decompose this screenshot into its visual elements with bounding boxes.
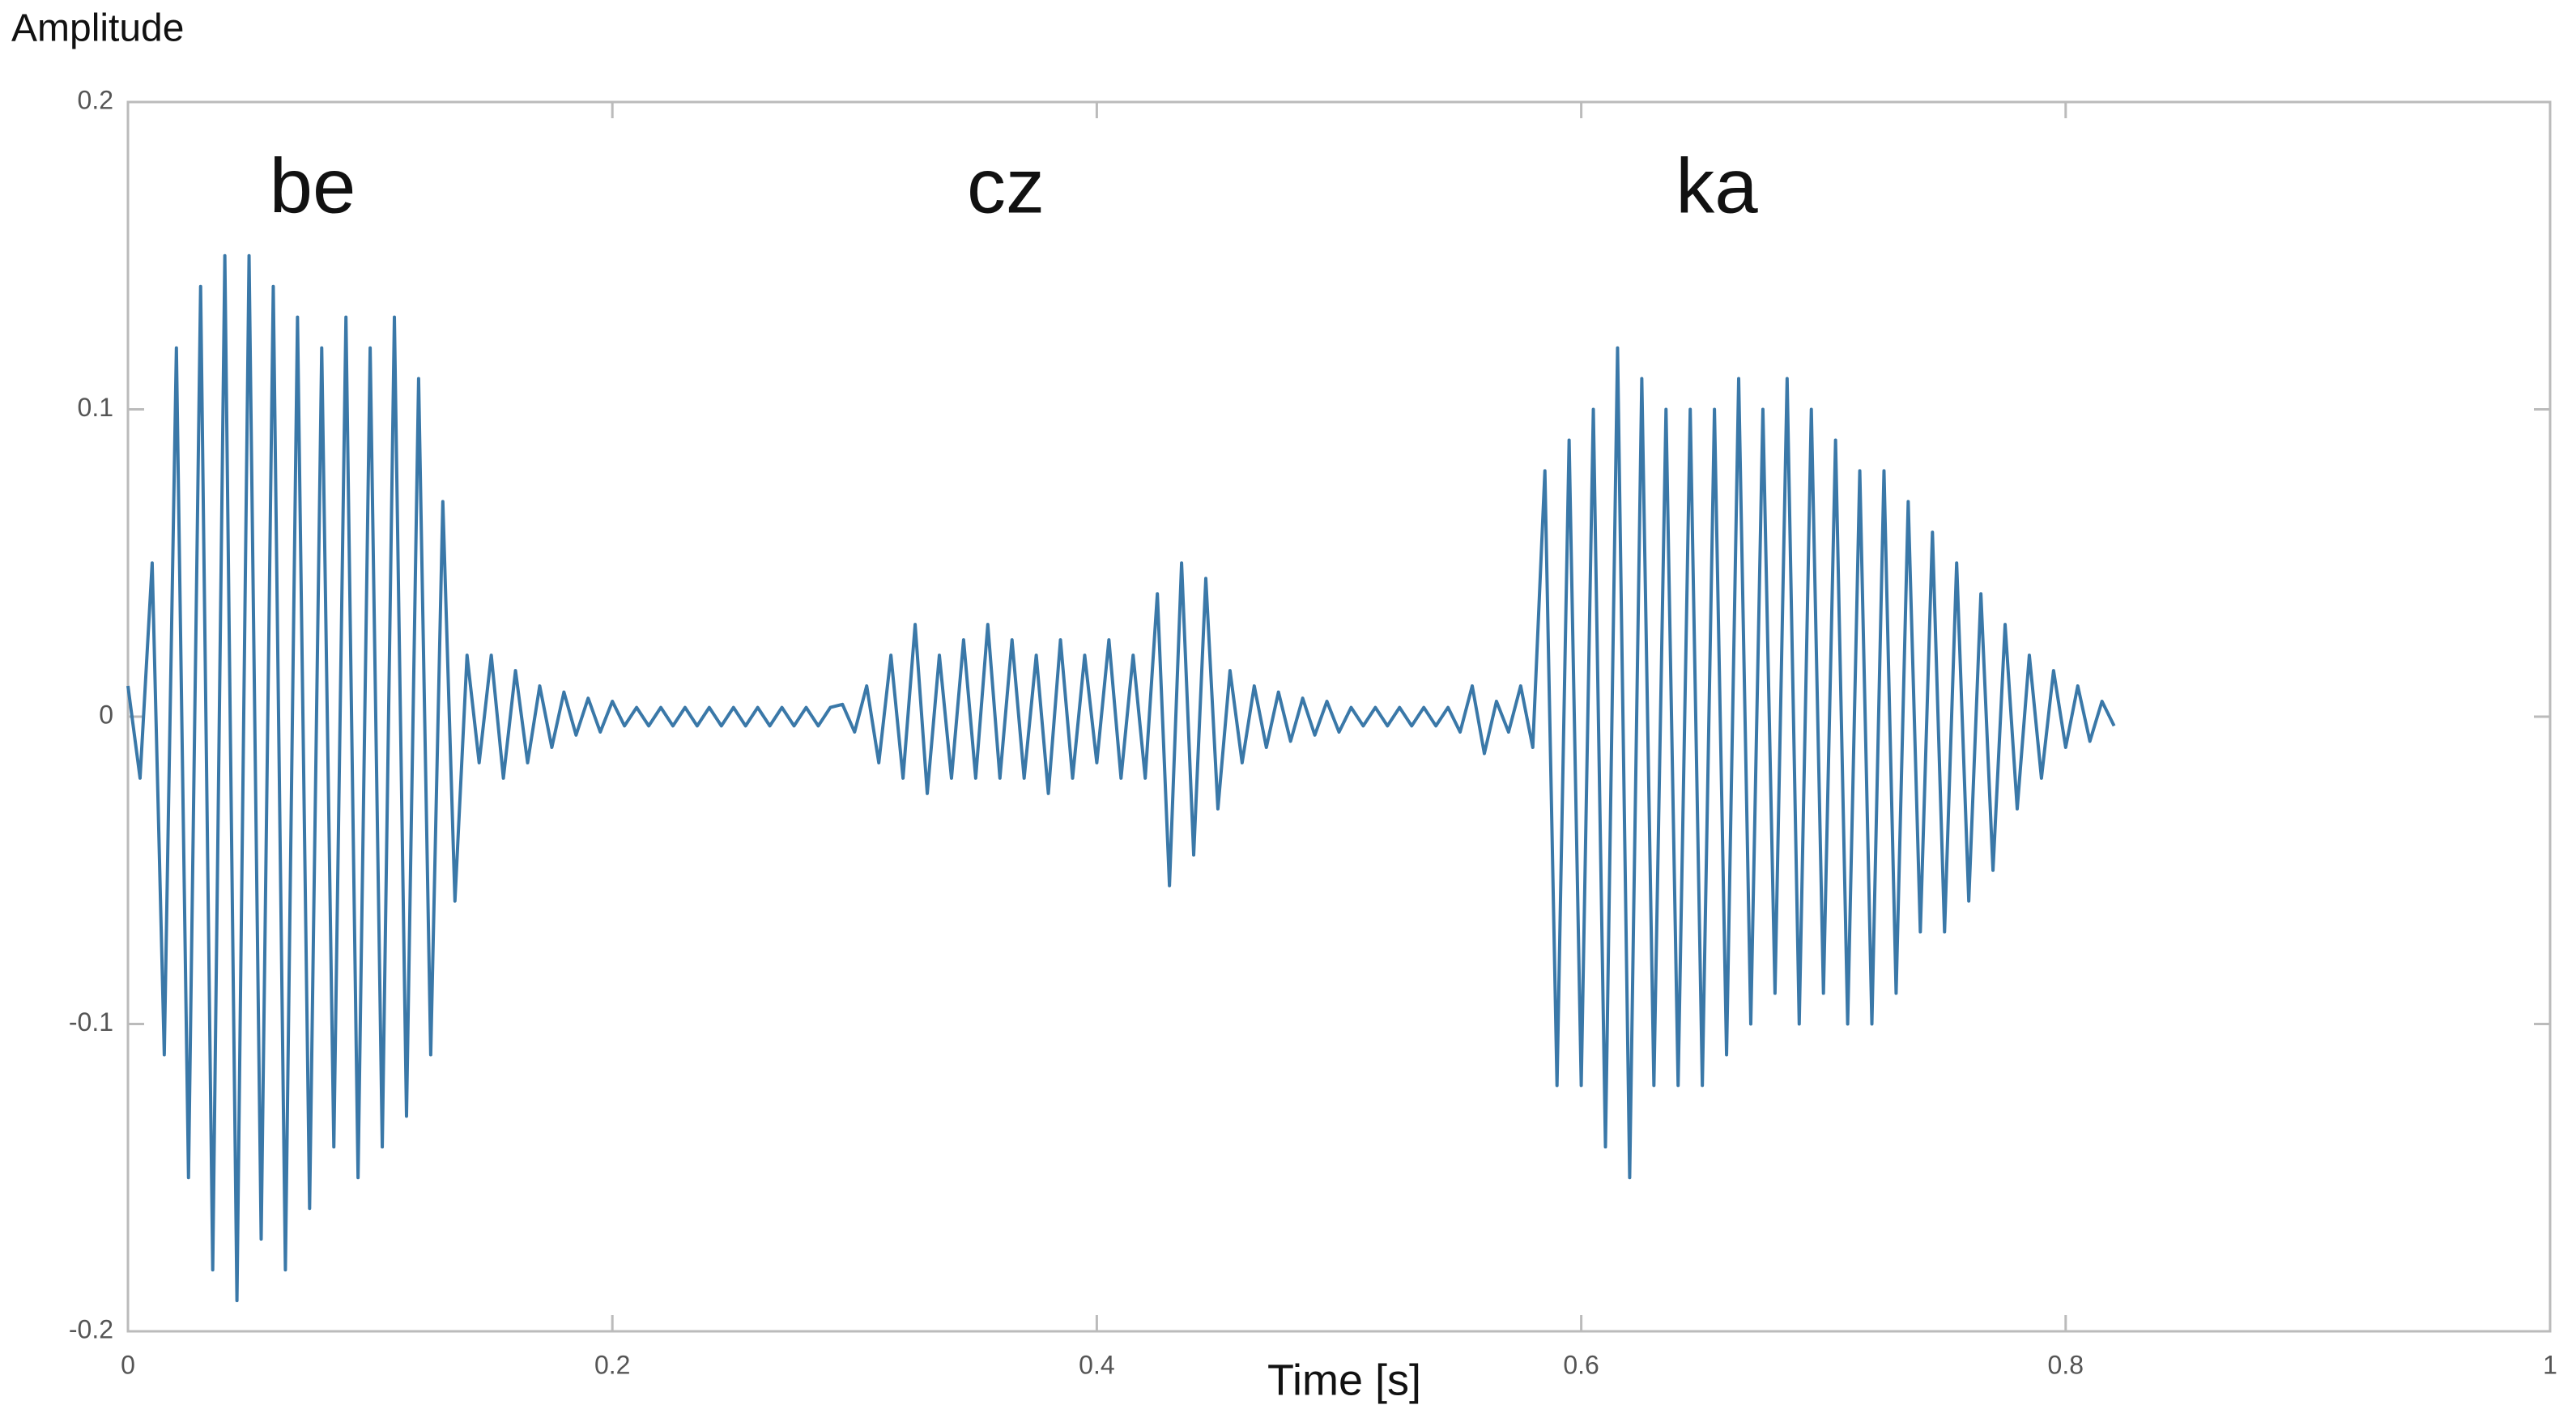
x-axis-label: Time [s] bbox=[1267, 1356, 1421, 1404]
plot-frame bbox=[126, 100, 2552, 1333]
y-tick-label: -0.2 bbox=[69, 1314, 113, 1343]
annotation: cz bbox=[967, 143, 1045, 229]
annotation: ka bbox=[1675, 143, 1758, 229]
waveform-line bbox=[126, 253, 2116, 1303]
y-tick-label: 0.1 bbox=[78, 393, 113, 422]
y-tick-label: 0 bbox=[99, 700, 113, 729]
x-tick-label: 0.8 bbox=[2048, 1350, 2084, 1379]
x-tick-label: 1 bbox=[2543, 1350, 2557, 1379]
x-tick-label: 0.2 bbox=[594, 1350, 630, 1379]
y-axis-label: Amplitude bbox=[11, 7, 184, 50]
annotation: be bbox=[270, 143, 356, 229]
x-tick-label: 0 bbox=[121, 1350, 135, 1379]
x-tick-label: 0.4 bbox=[1079, 1350, 1114, 1379]
y-tick-label: 0.2 bbox=[78, 85, 113, 114]
x-tick-label: 0.6 bbox=[1563, 1350, 1599, 1379]
y-tick-label: -0.1 bbox=[69, 1007, 113, 1037]
